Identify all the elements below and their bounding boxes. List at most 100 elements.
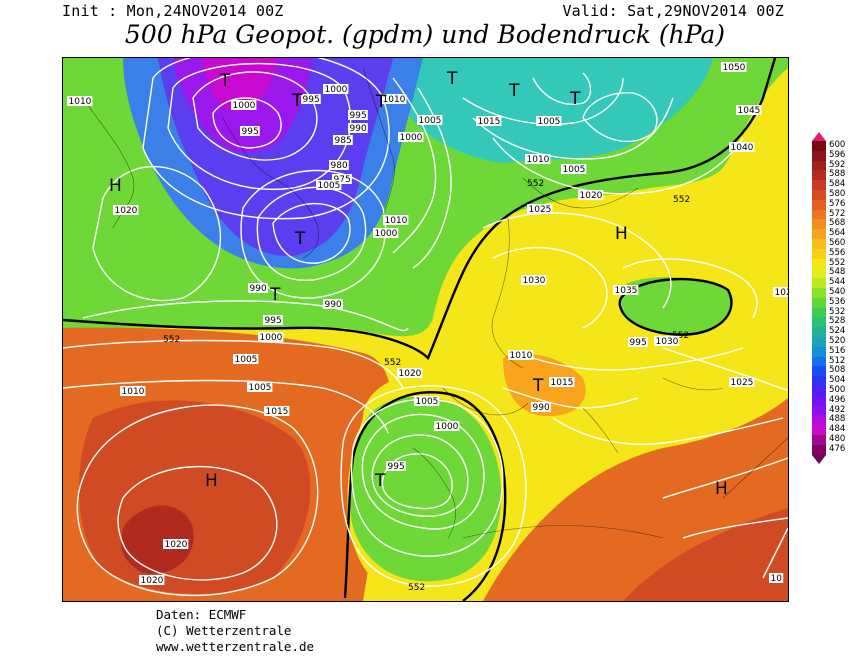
pressure-label: 1015 [266,407,289,417]
field-southeast-red [623,508,788,601]
pressure-label: 1025 [775,288,789,298]
colorbar-tick-label: 584 [829,179,846,190]
colorbar-tick-label: 528 [829,316,846,327]
low-pressure-center: T [374,471,386,491]
colorbar-tick-label: 520 [829,335,846,346]
colorbar-swatch [812,297,826,308]
pressure-label-box [729,142,755,152]
pressure-label-box [628,337,648,347]
pressure-label: 1010 [385,216,408,226]
pressure-label: 1020 [165,540,188,550]
map-title: 500 hPa Geopot. (gpdm) und Bodendruck (h… [124,20,726,49]
init-time: Init : Mon,24NOV2014 00Z [62,2,284,20]
low-pressure-center: T [375,92,387,112]
colorbar-swatch [812,346,826,357]
pressure-label-box [163,539,189,549]
field-magenta [203,58,278,112]
colorbar-top-arrow [812,132,826,141]
pressure-label-box [521,275,547,285]
high-pressure-center: H [205,471,218,491]
colorbar-bottom-arrow [812,454,826,464]
pressure-label-box [527,204,553,214]
isohypse-label: 552 [163,335,180,345]
pressure-label-box [561,164,587,174]
pressure-label-box [323,84,349,94]
colorbar-swatch [812,336,826,347]
pressure-label-box [525,154,551,164]
pressure-label-box [373,228,399,238]
pressure-label-box [773,287,788,297]
pressure-label: 1000 [260,333,283,343]
colorbar-tick-label: 488 [829,414,846,425]
colorbar-swatch [812,238,826,249]
pressure-label-box [398,132,424,142]
pressure-label-box [531,402,551,412]
low-pressure-center: T [532,376,544,396]
colorbar-swatch [812,307,826,318]
pressure-label: 1030 [656,337,679,347]
pressure-label-box [549,377,575,387]
field-africa-cutoff-green [350,396,502,582]
pressure-label: 1000 [400,133,423,143]
high-pressure-center: H [109,176,122,196]
colorbar-tick-label: 568 [829,218,846,229]
pressure-label: 1050 [723,63,746,73]
pressure-label: 1020 [399,369,422,379]
data-source: Daten: ECMWF [156,607,247,622]
colorbar-swatch [812,170,826,181]
colorbar-tick-label: 544 [829,277,846,288]
pressure-label: 995 [303,95,320,105]
pressure-label: 1020 [115,206,138,216]
colorbar-swatch [812,287,826,298]
colorbar-tick-label: 512 [829,355,846,366]
pressure-label-box [329,160,349,170]
colorbar-swatch [812,327,826,337]
pressure-label: 1005 [419,116,442,126]
colorbar-swatch [812,209,826,220]
pressure-label: 1020 [141,576,164,586]
pressure-label-box [139,575,165,585]
website[interactable]: www.wetterzentrale.de [156,639,315,654]
pressure-label-box [264,406,290,416]
low-pressure-center: T [219,71,231,91]
pressure-label-box [263,315,283,325]
colorbar-swatch [812,268,826,279]
low-pressure-center: T [446,69,458,89]
pressure-label: 990 [325,300,342,310]
colorbar-tick-label: 588 [829,169,846,180]
valid-time: Valid: Sat,29NOV2014 00Z [562,2,784,20]
pressure-label: 1005 [249,383,272,393]
low-pressure-center: T [569,89,581,109]
pressure-label: 1015 [478,117,501,127]
colorbar-tick-label: 596 [829,149,846,160]
pressure-label: 995 [388,462,405,472]
pressure-label-box [536,116,562,126]
colorbar-swatch [812,150,826,161]
pressure-label-box [348,123,368,133]
colorbar-swatch [812,444,826,455]
colorbar-tick-label: 508 [829,365,846,376]
pressure-label: 1005 [235,355,258,365]
pressure-label: 995 [265,316,282,326]
pressure-label-box [508,350,534,360]
pressure-label: 995 [630,338,647,348]
pressure-label-box [348,110,368,120]
isohypse-label: 552 [384,358,401,368]
pressure-label-box [332,174,352,184]
colorbar-swatch [812,278,826,288]
pressure-label-box [417,115,443,125]
colorbar-tick-label: 504 [829,375,846,386]
colorbar-swatch [812,366,826,377]
pressure-label: 980 [331,161,348,171]
colorbar-swatch [812,199,826,210]
weather-map[interactable]: 552 552 552 552 552 552 1010 1000 995 995 10… [62,57,789,602]
pressure-label-box [258,332,284,342]
colorbar-tick-label: 536 [829,296,846,307]
colorbar-swatch [812,356,826,367]
pressure-label-box [383,215,409,225]
colorbar-tick-label: 476 [829,443,846,454]
colorbar-tick-label: 580 [829,188,846,199]
low-pressure-center: T [269,285,281,305]
pressure-label-box [67,96,93,106]
pressure-label: 1005 [416,397,439,407]
